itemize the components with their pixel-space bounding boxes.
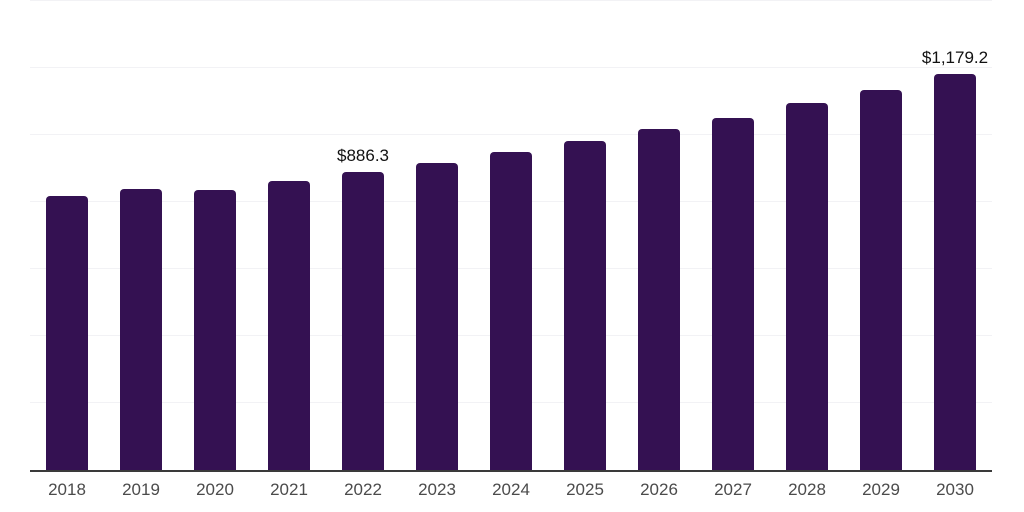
bar-slot: [178, 0, 252, 470]
bar-slot: $1,179.2: [918, 0, 992, 470]
plot-area: $886.3 $1,179.2: [30, 0, 992, 472]
bar-2026: [638, 128, 680, 470]
bar-value-label: $886.3: [337, 146, 389, 166]
bar-2027: [712, 117, 754, 470]
x-axis-line: [30, 470, 992, 472]
bar-slot: [770, 0, 844, 470]
x-tick-label: 2029: [862, 480, 900, 499]
x-axis-tick-labels: 2018 2019 2020 2021 2022 2023 2024 2025 2026 2027…: [30, 480, 992, 500]
bar-2022: [342, 172, 384, 470]
bar-2019: [120, 188, 162, 470]
bar-slot: [252, 0, 326, 470]
bar-slot: [30, 0, 104, 470]
bar-slot: $886.3: [326, 0, 400, 470]
x-tick-label: 2026: [640, 480, 678, 499]
bar-2020: [194, 190, 236, 470]
gridline: [30, 133, 992, 135]
x-tick-label: 2022: [344, 480, 382, 499]
bar-slot: [474, 0, 548, 470]
gridline: [30, 0, 992, 1]
bar-2023: [416, 162, 458, 470]
x-tick-label: 2025: [566, 480, 604, 499]
bar-slot: [548, 0, 622, 470]
bar-slot: [696, 0, 770, 470]
bar-slot: [844, 0, 918, 470]
x-tick-label: 2019: [122, 480, 160, 499]
gridline: [30, 66, 992, 68]
bar-slot: [104, 0, 178, 470]
bar-2028: [786, 103, 828, 470]
x-tick-label: 2020: [196, 480, 234, 499]
bar-value-label: $1,179.2: [921, 48, 989, 68]
x-tick-label: 2030: [936, 480, 974, 499]
bar-2021: [268, 180, 310, 470]
bar-slot: [400, 0, 474, 470]
bar-2024: [490, 152, 532, 470]
x-tick-label: 2028: [788, 480, 826, 499]
bars: $886.3 $1,179.2: [30, 0, 992, 470]
bar-2025: [564, 141, 606, 470]
x-tick-label: 2023: [418, 480, 456, 499]
x-tick-label: 2018: [48, 480, 86, 499]
bar-2029: [860, 89, 902, 470]
bar-slot: [622, 0, 696, 470]
x-tick-label: 2021: [270, 480, 308, 499]
bar-2018: [46, 195, 88, 470]
x-tick-label: 2027: [714, 480, 752, 499]
bar-2030: [934, 74, 976, 470]
x-tick-label: 2024: [492, 480, 530, 499]
